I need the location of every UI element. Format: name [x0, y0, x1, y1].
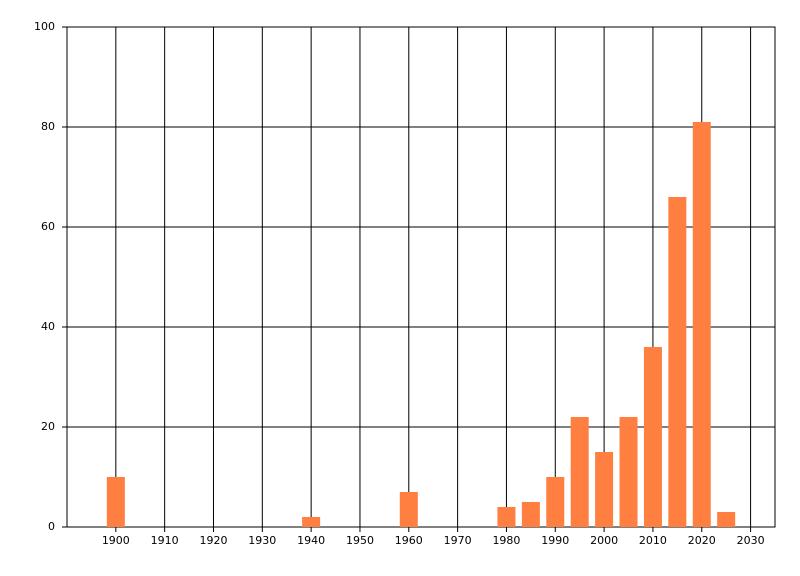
bar	[399, 492, 418, 527]
x-tick-label: 1910	[151, 534, 179, 547]
x-tick-label: 2030	[737, 534, 765, 547]
x-tick-label: 1960	[395, 534, 423, 547]
x-tick-label: 1990	[541, 534, 569, 547]
bar	[570, 417, 589, 527]
y-tick-label: 40	[41, 320, 55, 333]
bar	[619, 417, 638, 527]
bar	[546, 477, 565, 527]
bar	[595, 452, 614, 527]
x-tick-label: 1950	[346, 534, 374, 547]
bar	[692, 122, 711, 527]
bar	[643, 347, 662, 527]
x-tick-label: 1940	[297, 534, 325, 547]
y-tick-label: 0	[48, 520, 55, 533]
bar	[521, 502, 540, 527]
bar	[302, 517, 321, 527]
y-tick-label: 100	[34, 20, 55, 33]
x-tick-label: 1980	[492, 534, 520, 547]
bar	[106, 477, 125, 527]
y-tick-label: 60	[41, 220, 55, 233]
x-tick-label: 2000	[590, 534, 618, 547]
x-tick-label: 1970	[444, 534, 472, 547]
x-tick-label: 2020	[688, 534, 716, 547]
x-tick-label: 2010	[639, 534, 667, 547]
x-tick-label: 1930	[248, 534, 276, 547]
y-tick-label: 20	[41, 420, 55, 433]
bar	[497, 507, 516, 527]
bar	[668, 197, 687, 527]
x-tick-label: 1920	[199, 534, 227, 547]
bar	[717, 512, 736, 527]
x-tick-label: 1900	[102, 534, 130, 547]
y-tick-label: 80	[41, 120, 55, 133]
